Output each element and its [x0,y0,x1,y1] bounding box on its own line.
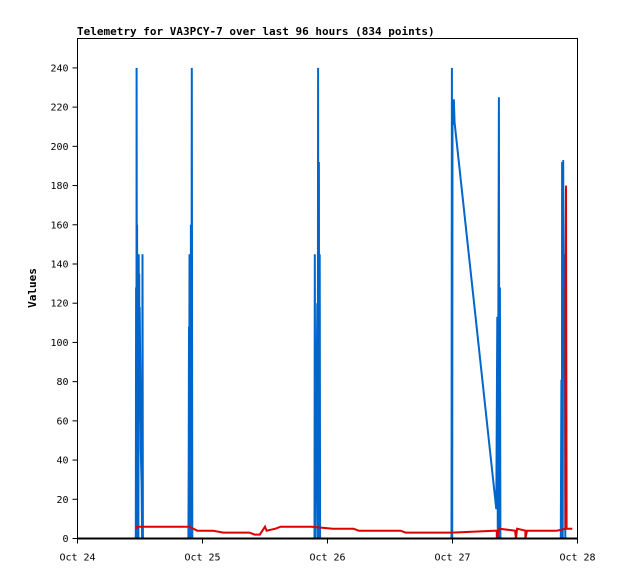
y-tick-label: 0 [62,534,68,545]
x-tick-label: Oct 27 [434,553,470,564]
plot-area [77,38,578,539]
x-tick-label: Oct 24 [59,553,95,564]
y-axis: 0 20 40 60 80 100 120 140 160 180 200 220 240 [50,63,78,545]
x-tick-label: Oct 25 [184,553,220,564]
x-tick-label: Oct 26 [309,553,345,564]
y-tick-label: 240 [50,63,68,74]
y-axis-label: Values [26,268,39,308]
y-tick-label: 20 [56,495,68,506]
y-tick-label: 220 [50,103,68,114]
y-tick-label: 140 [50,259,68,270]
y-tick-label: 100 [50,338,68,349]
y-tick-label: 40 [56,456,68,467]
x-tick-label: Oct 28 [559,553,595,564]
y-tick-label: 60 [56,416,68,427]
y-tick-label: 120 [50,299,68,310]
y-tick-label: 200 [50,142,68,153]
chart-title: Telemetry for VA3PCY-7 over last 96 hour… [77,25,435,38]
y-tick-label: 160 [50,220,68,231]
y-tick-label: 180 [50,181,68,192]
x-axis: Oct 24 Oct 25 Oct 26 Oct 27 Oct 28 [59,538,596,564]
y-tick-label: 80 [56,377,68,388]
series-line-2 [135,185,573,539]
